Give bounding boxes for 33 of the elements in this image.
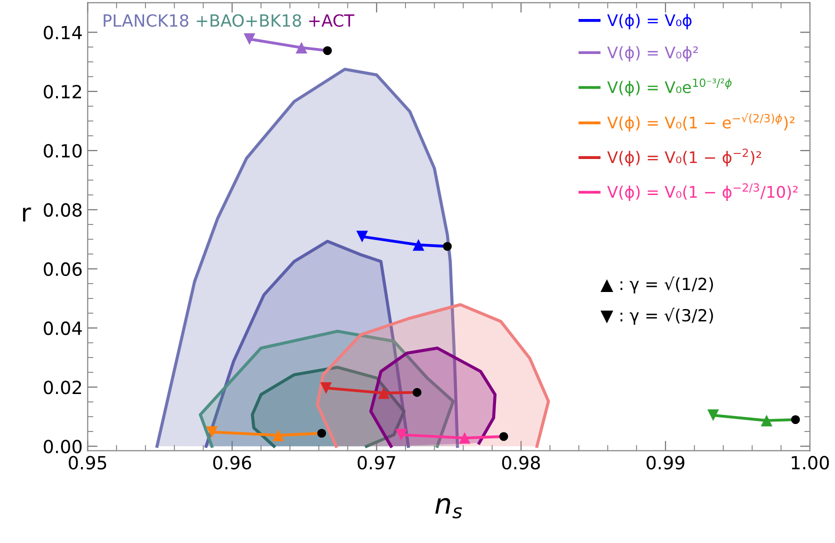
point — [499, 432, 508, 441]
legend-label: V(ϕ) = V₀(1 − e$^{−√(2/3)ϕ}$)² — [607, 113, 794, 132]
y-tick-label: 0.14 — [44, 26, 82, 40]
x-tick-label: 0.96 — [213, 456, 252, 470]
annotation: ▼ : γ = √(3/2) — [600, 308, 713, 325]
x-axis-title: n$_{s}$ — [435, 498, 462, 518]
y-tick-label: 0.10 — [44, 144, 82, 158]
point — [791, 415, 800, 424]
y-axis-title: r — [23, 208, 32, 222]
y-tick-label: 0.08 — [44, 203, 82, 217]
point — [317, 428, 326, 438]
text: PLANCK18 — [104, 14, 188, 27]
legend-label: V(ϕ) = V₀e$^{10⁻³/²ϕ}$ — [607, 78, 732, 96]
legend-label: V(ϕ) = V₀ϕ — [607, 14, 692, 30]
x-tick-label: 0.97 — [358, 456, 396, 470]
x-tick-label: 0.99 — [646, 456, 684, 470]
x-tick-label: 0.98 — [502, 456, 540, 470]
x-tick-label: 1.00 — [792, 456, 829, 470]
point — [323, 46, 332, 56]
legend-label: V(ϕ) = V₀(1 − ϕ$^{−2/3}$/10)² — [607, 183, 798, 202]
y-tick-label: 0.06 — [44, 262, 82, 276]
y-tick-label: 0.02 — [44, 380, 82, 394]
y-tick-label: 0.04 — [44, 321, 82, 336]
x-tick-label: 0.95 — [68, 456, 106, 470]
legend-label: V(ϕ) = V₀(1 − ϕ$^{−2}$)² — [607, 148, 762, 166]
y-tick-label: 0.00 — [44, 440, 82, 454]
legend-label: V(ϕ) = V₀ϕ² — [607, 46, 698, 62]
point — [412, 388, 422, 397]
annotation: ▲ : γ = √(1/2) — [600, 276, 713, 294]
y-tick-label: 0.12 — [44, 84, 82, 99]
text: +ACT — [309, 14, 354, 27]
point — [442, 242, 452, 251]
text: +BAO+BK18 — [196, 14, 302, 27]
